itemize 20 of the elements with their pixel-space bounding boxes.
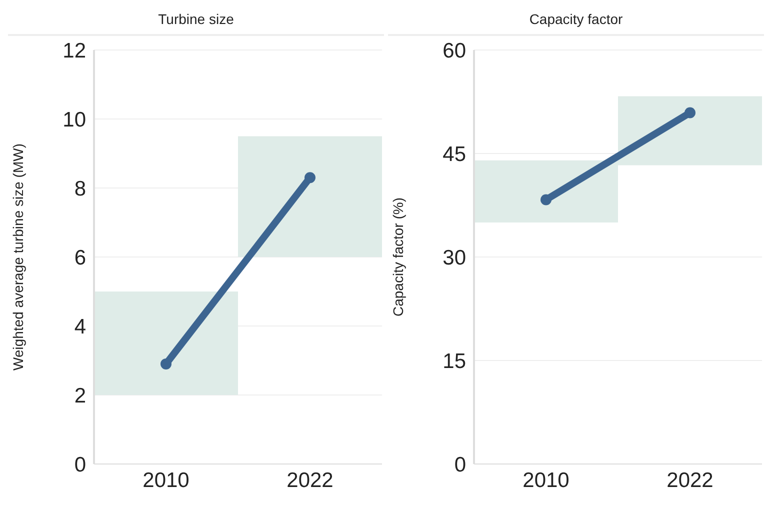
- y-tick-label: 0: [454, 453, 466, 476]
- y-tick-label: 45: [442, 142, 466, 166]
- y-tick-label: 15: [442, 350, 466, 373]
- y-tick-label: 12: [62, 39, 86, 62]
- y-tick-label: 0: [74, 453, 86, 476]
- y-axis-title: Capacity factor (%): [390, 197, 406, 317]
- x-tick-label: 2010: [142, 468, 190, 492]
- y-tick-label: 2: [74, 384, 86, 408]
- x-tick-label: 2010: [522, 468, 570, 492]
- x-tick-label: 2022: [286, 468, 334, 492]
- y-tick-label: 6: [74, 246, 86, 270]
- chart-title: Turbine size: [8, 8, 384, 36]
- y-tick-label: 4: [74, 315, 86, 338]
- y-tick-label: 60: [442, 39, 466, 62]
- y-tick-label: 10: [62, 108, 86, 132]
- x-tick-label: 2022: [666, 468, 714, 492]
- y-tick-label: 30: [442, 246, 466, 270]
- y-axis-title: Weighted average turbine size (MW): [10, 144, 26, 370]
- chart-title: Capacity factor: [388, 8, 764, 36]
- y-tick-label: 8: [74, 177, 86, 200]
